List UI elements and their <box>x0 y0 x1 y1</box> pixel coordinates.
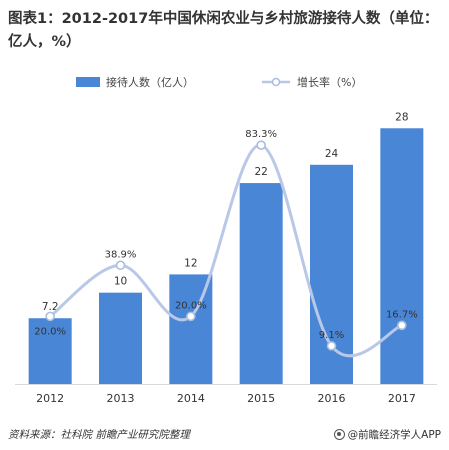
growth-value-label-2016: 9.1% <box>319 330 344 341</box>
growth-value-label-2017: 16.7% <box>386 309 418 320</box>
x-tick-label-2013: 2013 <box>107 392 135 405</box>
growth-point-2012 <box>45 311 55 322</box>
x-tick-label-2017: 2017 <box>388 392 416 405</box>
growth-point-2013 <box>115 260 126 271</box>
x-tick-label-2014: 2014 <box>177 392 205 405</box>
bar-2016 <box>310 164 353 384</box>
bar-2017 <box>380 128 424 384</box>
growth-point-2015 <box>256 140 266 150</box>
bar-value-label-2017: 28 <box>395 111 408 123</box>
chart-canvas: 接待人数（亿人） 增长率（%） 7.2 10 12 22 24 28 20.0% 38.9%… <box>15 75 437 405</box>
x-axis: 2012 2013 2014 2015 2016 2017 <box>15 384 437 405</box>
bar-value-label-2013: 10 <box>114 276 127 288</box>
growth-point-2017 <box>397 320 407 331</box>
legend-line-marker <box>271 77 281 87</box>
chart-title: 图表1：2012-2017年中国休闲农业与乡村旅游接待人数（单位：亿人，%） <box>8 11 439 50</box>
bar-value-label-2015: 22 <box>254 166 267 178</box>
growth-value-label-2014: 20.0% <box>175 300 207 311</box>
growth-point-2014 <box>186 311 196 322</box>
growth-value-label-2012: 20.0% <box>34 326 66 337</box>
brand-credit: @前瞻经济学人APP <box>333 427 441 442</box>
growth-point-2016 <box>326 341 337 351</box>
growth-value-label-2015: 83.3% <box>245 129 277 140</box>
source-note: 资料来源：社科院 前瞻产业研究院整理 <box>8 429 190 441</box>
growth-line-series: 20.0% 38.9% 20.0% 83.3% 9.1% 16.7% <box>34 129 418 358</box>
brand-logo-icon <box>333 429 345 440</box>
x-tick-label-2015: 2015 <box>247 392 275 405</box>
bar-series: 7.2 10 12 22 24 28 <box>28 111 424 384</box>
bar-2012 <box>28 318 72 384</box>
brand-text: @前瞻经济学人APP <box>347 429 441 441</box>
legend: 接待人数（亿人） 增长率（%） <box>76 75 362 89</box>
bar-value-label-2012: 7.2 <box>42 301 59 313</box>
bar-2013 <box>99 292 142 384</box>
legend-bar-label: 接待人数（亿人） <box>106 75 194 89</box>
legend-bar-swatch <box>76 77 100 87</box>
bar-value-label-2014: 12 <box>184 257 197 269</box>
x-tick-label-2012: 2012 <box>36 392 64 405</box>
legend-line-label: 增长率（%） <box>297 75 362 89</box>
x-tick-label-2016: 2016 <box>318 392 346 405</box>
growth-value-label-2013: 38.9% <box>105 249 137 260</box>
bar-value-label-2016: 24 <box>325 148 339 160</box>
bar-2015 <box>239 183 283 384</box>
